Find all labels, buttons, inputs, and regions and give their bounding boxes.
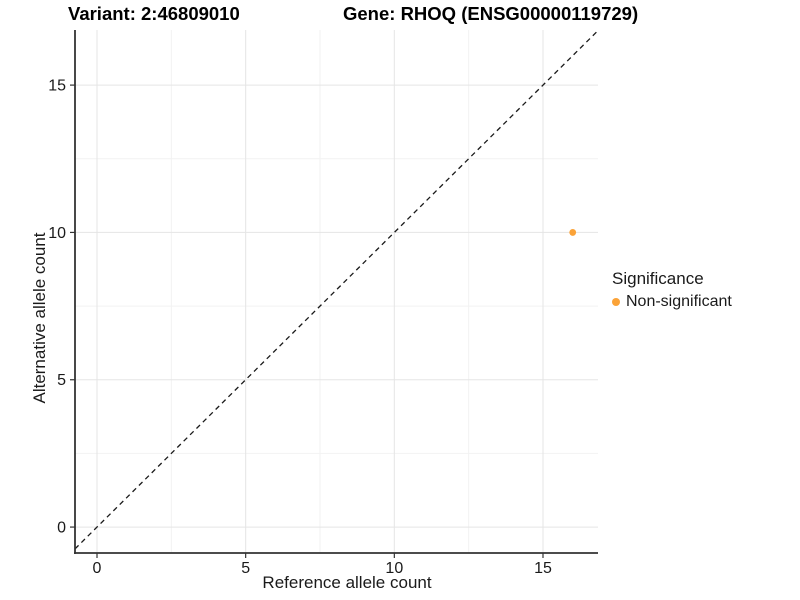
x-tick-label: 10 <box>385 560 403 577</box>
y-axis-title: Alternative allele count <box>30 232 49 404</box>
data-point <box>569 229 577 236</box>
identity-line <box>74 30 599 550</box>
x-axis-title: Reference allele count <box>262 573 432 592</box>
y-tick-label: 15 <box>48 78 66 95</box>
y-tick-label: 10 <box>48 225 66 242</box>
x-tick-label: 5 <box>241 560 250 577</box>
legend-point-swatch <box>612 298 620 306</box>
x-tick-label: 0 <box>93 560 102 577</box>
y-tick-label: 0 <box>57 520 66 537</box>
y-tick-label: 5 <box>57 372 66 389</box>
gene-title: Gene: RHOQ (ENSG00000119729) <box>343 3 639 24</box>
legend-title: Significance <box>612 269 704 288</box>
legend: Significance Non-significant <box>612 269 732 311</box>
legend-item: Non-significant <box>612 293 732 311</box>
legend-item-label: Non-significant <box>626 293 732 310</box>
x-tick-label: 15 <box>534 560 552 577</box>
variant-title: Variant: 2:46809010 <box>68 3 240 24</box>
